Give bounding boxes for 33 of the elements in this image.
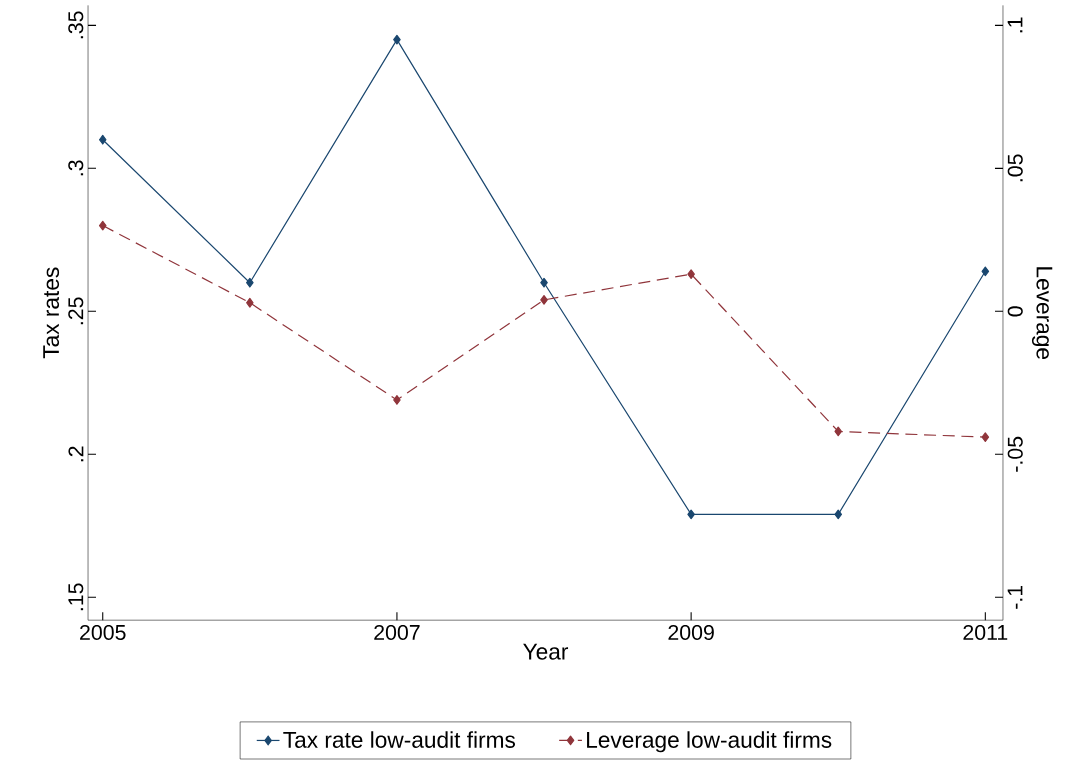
point [246,298,254,308]
point [981,432,990,443]
x-tick-label: 2009 [668,625,714,641]
point [834,426,843,437]
legend-label: Tax rate low-audit firms [283,731,516,749]
point [687,269,695,280]
y2-axis-title: Leverage [1031,267,1053,360]
y-tick-label: .25 [68,297,84,325]
y-tick-label: .35 [68,11,84,39]
y-tick-label: .2 [68,446,84,462]
point [98,135,107,145]
y2-tick-label: 0 [1007,306,1023,317]
point [98,220,107,231]
y2-tick-label: -.1 [1007,586,1023,610]
x-tick-label: 2005 [80,625,126,641]
y-axis-title: Tax rates [43,267,60,359]
point [393,395,401,406]
point [834,509,843,520]
point [981,266,990,277]
y-tick-label: .15 [68,583,84,611]
point [687,509,695,520]
point [393,35,401,45]
x-tick-label: 2011 [963,625,1008,641]
y2-tick-label: .1 [1007,17,1023,33]
y2-tick-label: -.05 [1007,437,1023,472]
point [540,278,548,288]
point [540,295,548,305]
x-axis-title: Year [523,644,569,660]
legend-label: Leverage low-audit firms [587,731,832,753]
point [246,278,254,288]
x-tick-label: 2007 [374,625,420,641]
y2-tick-label: .05 [1007,154,1023,182]
y-tick-label: .3 [68,160,84,176]
